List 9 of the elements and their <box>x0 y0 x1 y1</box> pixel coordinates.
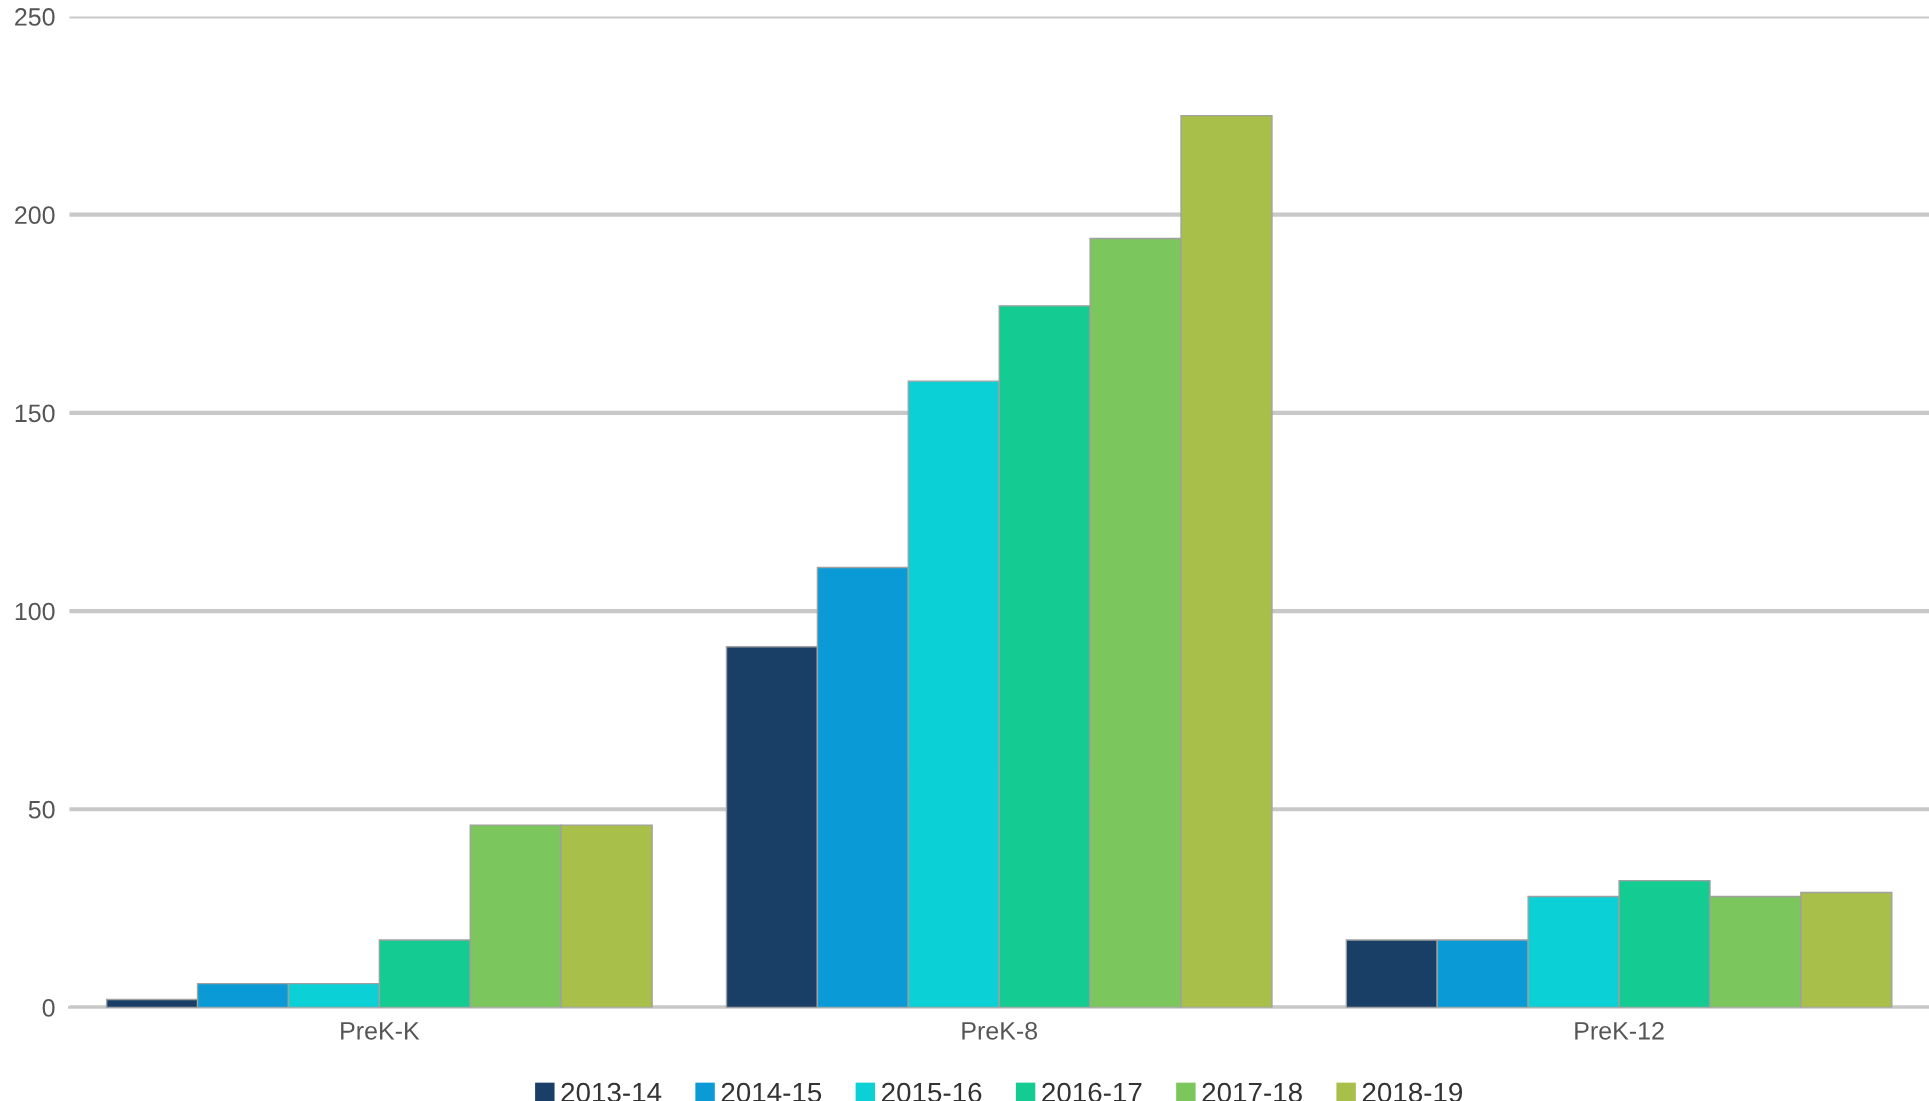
y-tick-label: 100 <box>15 602 55 621</box>
x-tick-label: PreK-K <box>341 1022 420 1040</box>
y-tick-label: 0 <box>42 999 55 1017</box>
x-tick-label: PreK-8 <box>962 1021 1038 1040</box>
y-tick-label: 250 <box>15 8 55 26</box>
y-tick-label: 150 <box>15 404 55 423</box>
y-tick-label: 50 <box>28 800 55 819</box>
y-tick-label: 200 <box>15 206 55 224</box>
x-tick-label: PreK-12 <box>1575 1021 1664 1040</box>
